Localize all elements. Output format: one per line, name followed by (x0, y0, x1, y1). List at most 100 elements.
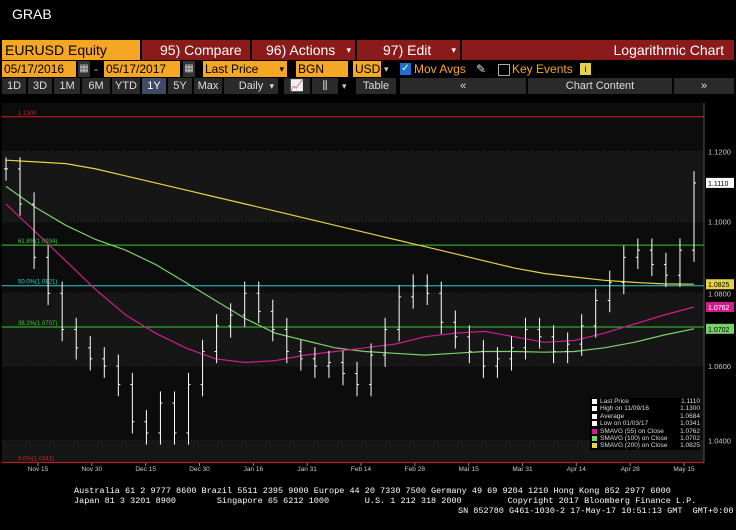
frequency-select[interactable]: Daily ▾ (224, 78, 278, 94)
price-chart[interactable]: 1.1300 61.8%(1.0934) 50.0%(1.0821) 38.2%(1.… (0, 95, 736, 473)
collapse-left-icon[interactable]: « (400, 78, 526, 94)
chart-band (2, 293, 704, 367)
edit-button[interactable]: 97) Edit ▾ (357, 40, 460, 60)
key-events-checkbox[interactable] (498, 64, 510, 76)
actions-button[interactable]: 96) Actions ▾ (252, 40, 355, 60)
period-5y[interactable]: 5Y (168, 78, 192, 94)
legend-value: 1.0762 (680, 427, 700, 435)
y-tick-label: 1.1000 (708, 218, 731, 227)
actions-label: 96) Actions (266, 42, 336, 58)
line-chart-icon[interactable]: 📈 (284, 78, 310, 94)
y-tick-label: 1.0800 (708, 289, 731, 298)
x-tick-label: Apr 28 (621, 466, 641, 473)
date-range-dash: - (94, 62, 98, 76)
x-tick-label: Mar 31 (512, 466, 533, 473)
edit-dropdown-icon: ▾ (451, 45, 456, 55)
field-dropdown-icon: ▾ (279, 64, 284, 74)
edit-label: 97) Edit (383, 42, 432, 58)
fib-level-label: 1.1300 (18, 111, 37, 117)
x-tick-label: Feb 28 (405, 466, 426, 473)
period-3d[interactable]: 3D (28, 78, 52, 94)
legend-value: 1.1300 (680, 405, 700, 413)
frequency-value: Daily (238, 80, 264, 92)
info-icon[interactable]: i (580, 63, 591, 75)
footer-line-1: Australia 61 2 9777 8600 Brazil 5511 239… (74, 486, 671, 496)
x-tick-label: Apr 14 (567, 466, 587, 473)
window-titlebar: GRAB (0, 0, 736, 38)
legend-item: High on 11/09/16 1.1300 (590, 405, 700, 412)
start-date-field[interactable]: 05/17/2016 (2, 61, 76, 77)
field-select-value: Last Price (205, 62, 259, 76)
chart-legend: Last Price 1.1110 High on 11/09/16 1.1300 Av… (590, 398, 700, 450)
period-ytd[interactable]: YTD (112, 78, 140, 94)
y-tick-label: 1.1200 (708, 147, 731, 156)
chart-band (2, 440, 704, 463)
legend-value: 1.0341 (680, 420, 700, 428)
source-field[interactable]: BGN (296, 61, 348, 77)
legend-label: High on 11/09/16 (600, 405, 650, 413)
legend-label: SMAVG (100) on Close (600, 434, 668, 442)
legend-item: SMAVG (55) on Close 1.0762 (590, 428, 700, 435)
period-1m[interactable]: 1M (54, 78, 80, 94)
period-max[interactable]: Max (194, 78, 222, 94)
mov-avgs-checkbox[interactable]: ✓ (400, 63, 411, 75)
legend-label: SMAVG (200) on Close (600, 442, 668, 450)
legend-value: 1.0825 (680, 442, 700, 450)
fib-level-label: 0.0%(1.0341) (18, 457, 54, 463)
legend-label: Low on 01/03/17 (600, 420, 649, 428)
value-tag (706, 323, 734, 334)
compare-label: 95) Compare (160, 42, 242, 58)
ticker-field[interactable]: EURUSD Equity (2, 40, 140, 60)
footer-line-2: Japan 81 3 3201 8900 Singapore 65 6212 1… (74, 496, 697, 506)
currency-field[interactable]: USD (353, 61, 381, 77)
legend-label: Last Price (600, 398, 629, 405)
x-tick-label: Mar 15 (459, 466, 480, 473)
legend-swatch (592, 428, 597, 434)
table-button[interactable]: Table (356, 78, 396, 94)
candle-chart-icon[interactable]: ⫼ (312, 78, 338, 94)
pencil-icon[interactable]: ✎ (476, 62, 487, 76)
window-title: GRAB (12, 6, 52, 22)
legend-item: Low on 01/03/17 1.0341 (590, 420, 700, 427)
moving-average-line (5, 159, 695, 285)
footer-line-3: SN 852780 G461-1030-2 17-May-17 10:51:13… (458, 506, 734, 516)
legend-value: 1.0702 (680, 434, 700, 442)
chart-content-button[interactable]: Chart Content (528, 78, 672, 94)
y-tick-label: 1.0600 (708, 362, 731, 371)
start-calendar-icon[interactable]: ▦ (78, 61, 90, 77)
field-select[interactable]: Last Price ▾ (203, 61, 287, 77)
value-tag (706, 279, 734, 290)
frequency-dropdown-icon: ▾ (269, 81, 274, 91)
expand-right-icon[interactable]: » (674, 78, 734, 94)
chart-band (2, 103, 704, 152)
x-tick-label: Feb 14 (351, 466, 372, 473)
value-tag-label: 1.0702 (708, 327, 730, 334)
end-date-field[interactable]: 05/17/2017 (104, 61, 180, 77)
legend-item: SMAVG (100) on Close 1.0702 (590, 435, 700, 442)
x-tick-label: Dec 30 (189, 466, 210, 473)
fib-level-label: 50.0%(1.0821) (18, 280, 57, 286)
value-tag-label: 1.0825 (708, 282, 730, 289)
compare-button[interactable]: 95) Compare (142, 40, 250, 60)
period-1y[interactable]: 1Y (142, 78, 166, 94)
x-tick-label: May 15 (673, 466, 695, 473)
chart-band (2, 221, 704, 294)
period-1d[interactable]: 1D (2, 78, 26, 94)
legend-swatch (592, 443, 597, 449)
key-events-label: Key Events (512, 62, 573, 76)
mov-avgs-label: Mov Avgs (414, 62, 466, 76)
legend-label: SMAVG (55) on Close (600, 427, 664, 435)
currency-dropdown-icon[interactable]: ▾ (384, 64, 389, 74)
legend-swatch (592, 406, 597, 412)
chart-style-dropdown-icon[interactable]: ▾ (342, 81, 347, 91)
end-calendar-icon[interactable]: ▦ (183, 61, 195, 77)
period-6m[interactable]: 6M (82, 78, 110, 94)
x-tick-label: Jan 16 (244, 466, 264, 473)
legend-item: Last Price 1.1110 (590, 398, 700, 405)
moving-average-line (5, 203, 695, 364)
legend-swatch (592, 435, 597, 441)
x-tick-label: Nov 30 (82, 466, 103, 473)
legend-swatch (592, 399, 597, 404)
legend-item: Average 1.0684 (590, 413, 700, 420)
logarithmic-chart-title: Logarithmic Chart (462, 40, 734, 60)
